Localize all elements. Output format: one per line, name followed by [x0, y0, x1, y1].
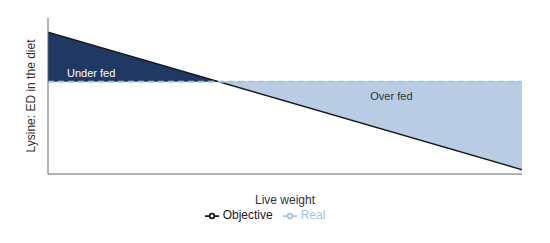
svg-text:Lysine: ED in the diet: Lysine: ED in the diet: [24, 39, 38, 153]
svg-text:Live weight: Live weight: [255, 193, 316, 207]
html-text:Real: Real: [300, 208, 326, 222]
svg-text:Under fed: Under fed: [67, 67, 115, 79]
html-text:Objective: Objective: [222, 208, 273, 222]
svg-text:Over fed: Over fed: [370, 90, 412, 102]
